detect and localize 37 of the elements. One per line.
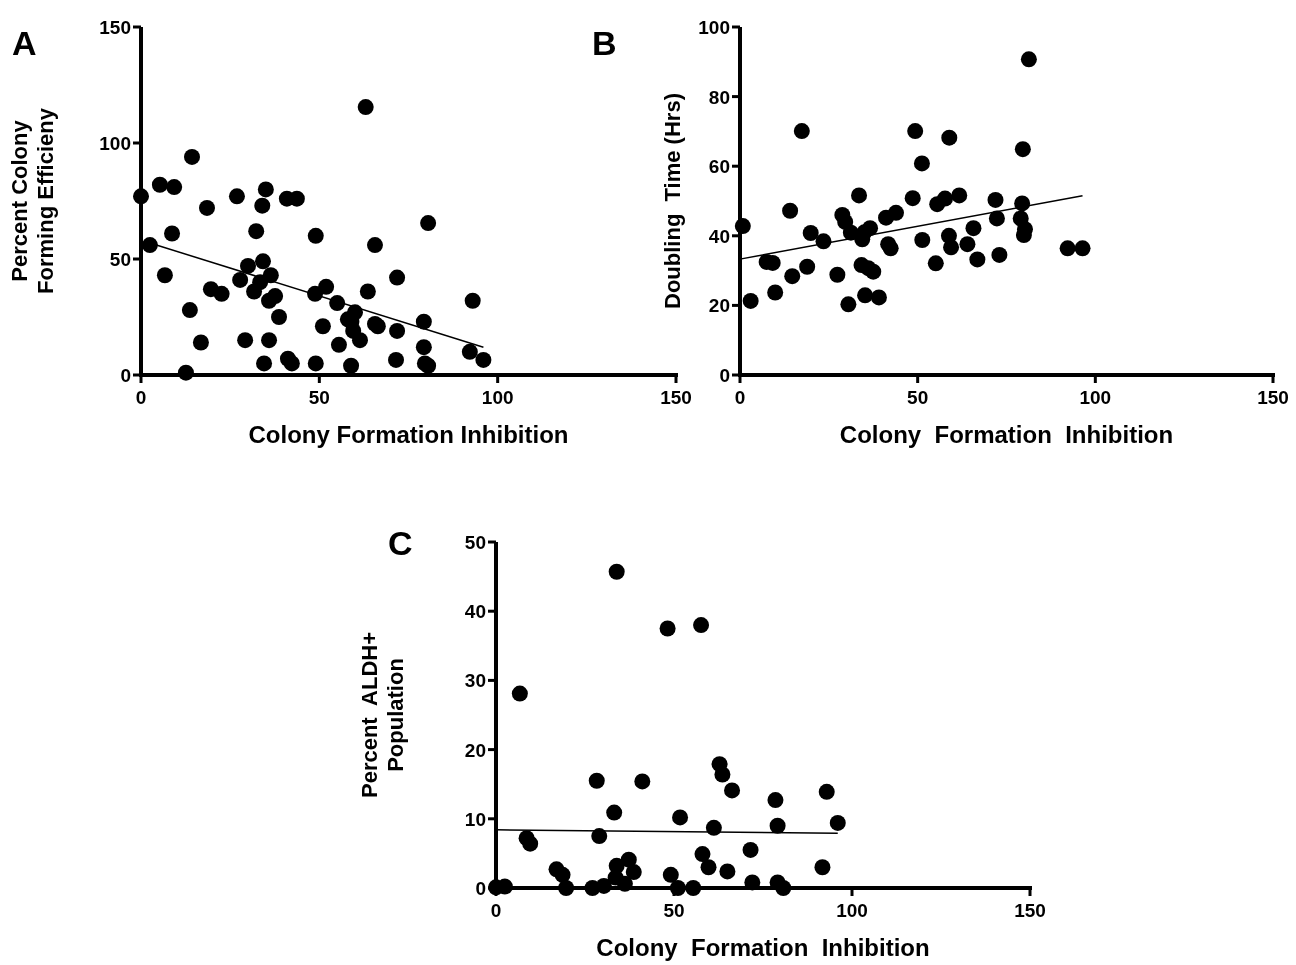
- x-tick-label: 150: [1257, 387, 1289, 408]
- x-tick-label: 0: [490, 900, 502, 921]
- y-tick-label: 20: [464, 739, 486, 761]
- x-tick-label: 50: [907, 387, 929, 408]
- y-tick-label: 0: [475, 878, 486, 899]
- y-tick-label: 50: [109, 249, 131, 270]
- y-tick-label: 50: [464, 532, 486, 553]
- y-tick-label: 80: [708, 86, 730, 108]
- y-tick-label: 20: [708, 295, 730, 317]
- x-tick-label: 100: [481, 387, 514, 408]
- y-tick-label: 30: [464, 670, 486, 692]
- y-tick-label: 100: [99, 133, 131, 154]
- y-tick-label: 40: [464, 601, 486, 623]
- x-tick-label: 50: [308, 387, 330, 408]
- x-tick-label: 150: [1014, 900, 1046, 921]
- y-tick-label: 40: [708, 225, 730, 247]
- x-tick-label: 100: [1079, 387, 1112, 408]
- y-tick-label: 0: [120, 365, 131, 386]
- x-tick-label: 100: [836, 900, 868, 921]
- text: A: [12, 24, 37, 62]
- y-axis-title: Percent Colony Forming Efficieny: [7, 107, 58, 294]
- y-tick-label: 150: [99, 17, 131, 38]
- x-axis-title: Colony Formation Inhibition: [596, 934, 930, 961]
- y-tick-label: 0: [719, 365, 730, 386]
- y-tick-label: 100: [698, 17, 730, 38]
- x-tick-label: 50: [663, 900, 685, 921]
- text: C: [388, 524, 413, 562]
- x-tick-label: 150: [660, 387, 692, 408]
- annotation: B: [592, 24, 617, 62]
- x-axis-title: Colony Formation Inhibition: [839, 421, 1174, 448]
- y-axis-title: Percent ALDH+ Population: [357, 631, 408, 799]
- y-tick-label: 10: [464, 808, 486, 830]
- x-tick-label: 0: [135, 387, 147, 408]
- y-axis-title: Doubling Time (Hrs): [660, 93, 685, 309]
- y-tick-label: 60: [708, 156, 730, 178]
- x-tick-label: 0: [734, 387, 746, 408]
- x-axis-title: Colony Formation Inhibition: [248, 421, 569, 448]
